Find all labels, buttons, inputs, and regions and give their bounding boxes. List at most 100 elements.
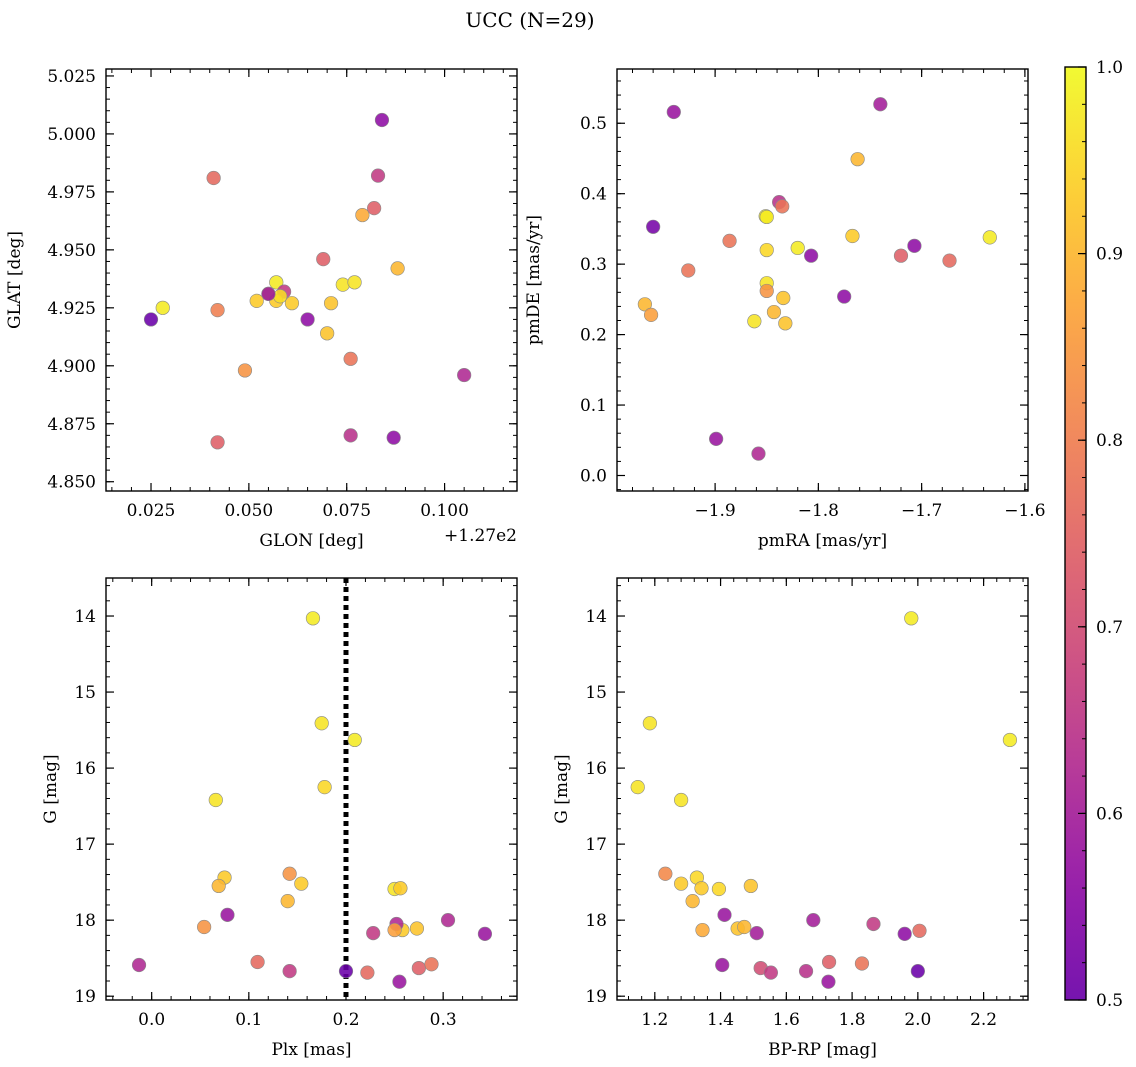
scatter-point	[317, 779, 332, 795]
scatter-point	[658, 866, 673, 881]
scatter-point	[821, 954, 837, 970]
x-offset-label: +1.27e2	[444, 526, 517, 546]
y-tick-label: 4.875	[47, 415, 96, 435]
x-tick-label: 2.2	[970, 1010, 997, 1030]
x-axis-label: BP-RP [mag]	[768, 1040, 877, 1060]
y-axis-label: GLAT [deg]	[5, 231, 25, 329]
scatter-point	[155, 300, 170, 315]
y-axis-label: G [mag]	[552, 754, 572, 823]
scatter-point	[790, 240, 805, 256]
scatter-point	[637, 297, 652, 312]
x-tick-label: 1.6	[773, 1010, 800, 1030]
x-tick-label: 0.3	[430, 1010, 457, 1030]
scatter-point	[314, 716, 329, 731]
scatter-point	[237, 363, 253, 378]
scatter-point	[722, 233, 737, 248]
y-axis-label: pmDE [mas/yr]	[524, 215, 544, 345]
panel-bprp-g: 1.2 1.4 1.6 1.8 2.0 2.2 14 15 16 17 18 19 BP-RP [mag…	[552, 577, 1029, 1060]
figure-title: UCC (N=29)	[465, 8, 594, 32]
scatter-point	[866, 916, 881, 932]
scatter-point	[759, 283, 774, 299]
x-tick-label: 1.8	[839, 1010, 866, 1030]
x-axis-label: pmRA [mas/yr]	[758, 531, 887, 551]
y-tick-label: 5.025	[47, 67, 96, 87]
scatter-point	[261, 286, 276, 302]
scatter-point	[715, 957, 730, 973]
scatter-point	[685, 894, 700, 909]
scatter-point	[747, 314, 762, 329]
scatter-point	[387, 922, 402, 938]
scatter-point	[280, 894, 295, 909]
scatter-point	[778, 316, 793, 331]
y-tick-label: 17	[74, 835, 96, 855]
y-tick-label: 4.925	[47, 299, 96, 319]
scatter-point	[347, 275, 362, 290]
y-tick-label: 16	[74, 759, 96, 779]
scatter-point	[806, 913, 821, 928]
scatter-point	[305, 611, 321, 626]
scatter-point	[220, 907, 235, 922]
scatter-point	[424, 957, 439, 972]
scatter-point	[210, 303, 225, 318]
x-axis-label: Plx [mas]	[271, 1040, 351, 1060]
scatter-point	[366, 925, 381, 941]
scatter-point	[197, 919, 212, 935]
scatter-point	[347, 732, 362, 748]
colorbar: 0.5 0.6 0.7 0.8 0.9 1.0	[1064, 58, 1123, 1011]
scatter-point	[284, 296, 300, 311]
scatter-point	[642, 716, 657, 731]
scatter-point	[250, 954, 265, 970]
scatter-point	[854, 956, 870, 971]
scatter-point	[717, 907, 732, 922]
scatter-point	[374, 112, 390, 128]
scatter-point	[206, 170, 221, 186]
scatter-point	[393, 881, 408, 896]
scatter-point	[912, 923, 927, 938]
scatter-point	[776, 290, 791, 306]
x-tick-label: 1.2	[641, 1010, 668, 1030]
scatter-point	[897, 926, 912, 941]
scatter-point	[775, 199, 790, 214]
colorbar-gradient	[1064, 66, 1087, 1001]
scatter-point	[681, 263, 696, 278]
scatter-point	[409, 921, 425, 936]
scatter-point	[208, 792, 223, 808]
scatter-point	[850, 152, 865, 167]
x-tick-label: −1.8	[798, 501, 839, 521]
scatter-point	[390, 261, 405, 276]
scatter-point	[269, 275, 284, 290]
y-tick-label: 0.4	[580, 185, 607, 205]
scatter-point	[338, 964, 354, 979]
scatter-point	[674, 792, 689, 808]
x-tick-label: 0.025	[127, 501, 176, 521]
x-axis-label: GLON [deg]	[259, 531, 363, 551]
x-tick-label: 0.0	[138, 1010, 165, 1030]
x-tick-label: 2.0	[904, 1010, 931, 1030]
scatter-point	[893, 248, 909, 263]
y-tick-label: 4.850	[47, 473, 96, 493]
y-tick-label: 0.0	[580, 467, 607, 487]
y-tick-label: 14	[585, 607, 607, 627]
colorbar-tick-label: 0.6	[1096, 804, 1123, 824]
scatter-point	[837, 289, 852, 304]
colorbar-tick-label: 0.8	[1096, 431, 1123, 451]
y-tick-label: 19	[74, 987, 96, 1007]
scatter-point	[282, 866, 297, 881]
panel-glon-glat: 0.025 0.050 0.075 0.100 4.850 4.875 4.900 4.925…	[5, 67, 518, 551]
x-tick-label: 0.050	[225, 501, 274, 521]
scatter-point	[694, 881, 709, 896]
x-tick-label: 0.2	[332, 1010, 359, 1030]
scatter-point	[300, 312, 315, 327]
colorbar-tick-label: 0.7	[1096, 618, 1123, 638]
x-tick-label: −1.7	[901, 501, 942, 521]
x-tick-label: 0.1	[235, 1010, 262, 1030]
y-tick-label: 4.975	[47, 183, 96, 203]
scatter-point	[630, 779, 645, 795]
scatter-point	[367, 201, 382, 216]
y-tick-label: 14	[74, 607, 96, 627]
scatter-point	[335, 277, 350, 292]
y-tick-label: 18	[585, 911, 607, 931]
scatter-point	[674, 876, 689, 891]
scatter-point	[316, 252, 331, 267]
